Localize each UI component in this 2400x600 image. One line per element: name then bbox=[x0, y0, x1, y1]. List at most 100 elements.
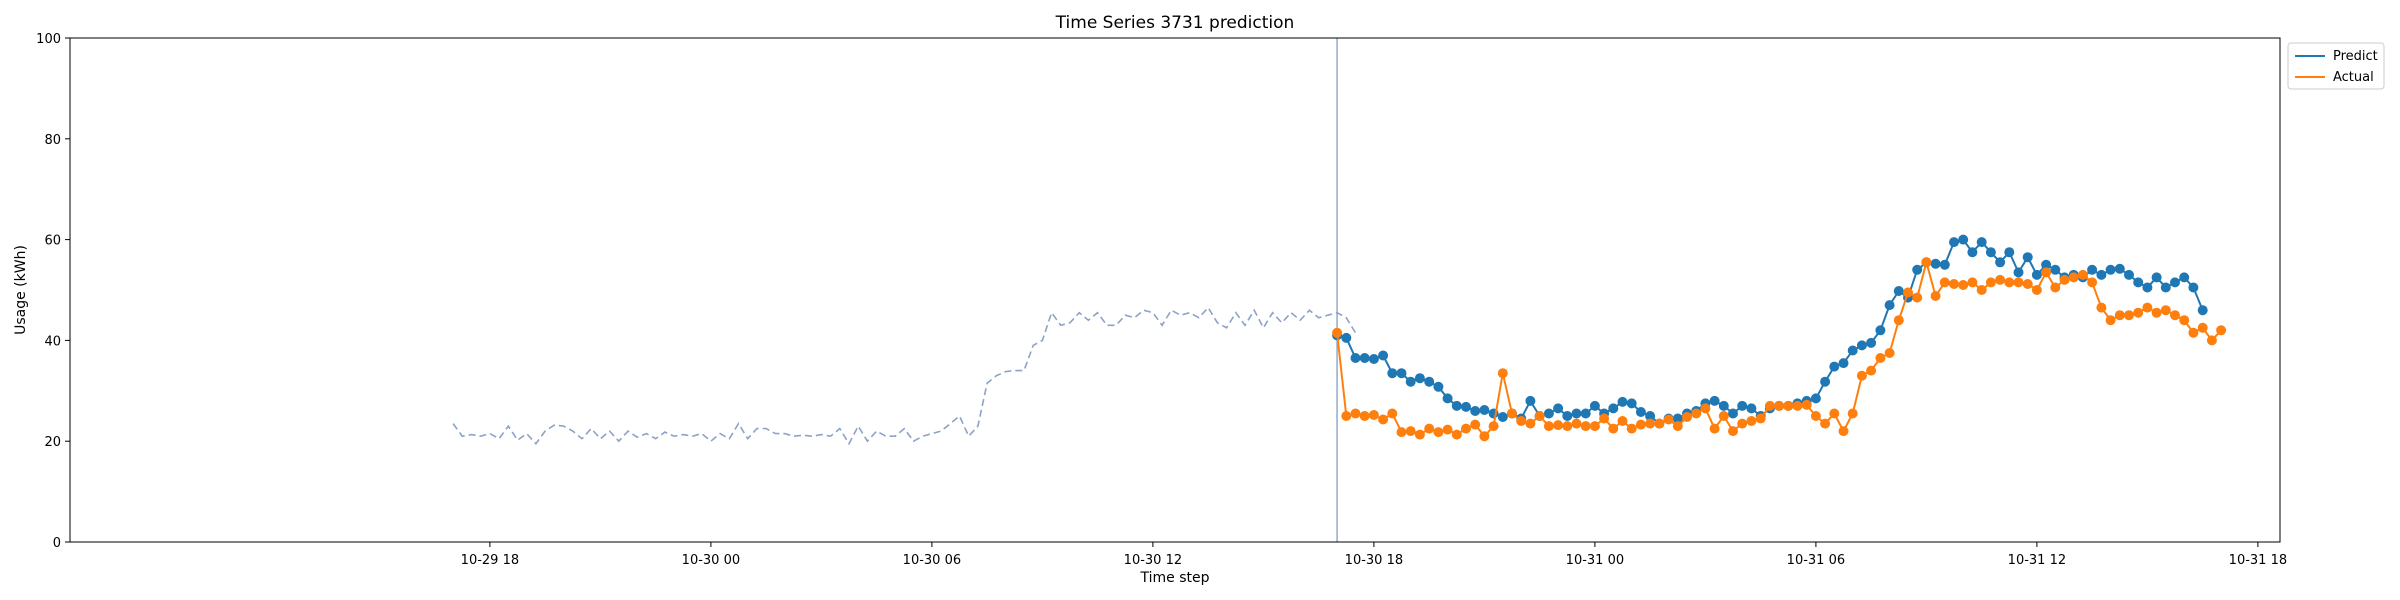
predict-point-10 bbox=[1424, 376, 1435, 387]
actual-point-65 bbox=[1930, 291, 1941, 301]
actual-point-85 bbox=[2114, 310, 2125, 321]
actual-point-89 bbox=[2151, 307, 2162, 318]
actual-point-92 bbox=[2179, 315, 2190, 326]
y-axis: 0 20 40 60 80 100 bbox=[36, 32, 70, 551]
plot-border bbox=[69, 37, 2281, 543]
actual-point-55 bbox=[1838, 426, 1849, 437]
predict-point-11 bbox=[1433, 381, 1444, 392]
predict-point-58 bbox=[1866, 337, 1877, 348]
actual-point-13 bbox=[1451, 429, 1462, 440]
actual-point-42 bbox=[1718, 411, 1729, 421]
predict-point-83 bbox=[2096, 269, 2107, 280]
predict-point-76 bbox=[2031, 269, 2042, 280]
y-tick-label-2: 40 bbox=[44, 334, 61, 349]
predict-point-70 bbox=[1976, 237, 1987, 248]
actual-point-24 bbox=[1553, 420, 1564, 431]
y-tick-label-4: 80 bbox=[44, 133, 61, 148]
actual-point-44 bbox=[1737, 418, 1748, 429]
predict-point-94 bbox=[2197, 305, 2208, 316]
actual-point-38 bbox=[1682, 412, 1692, 422]
predict-point-75 bbox=[2022, 252, 2033, 263]
predict-point-31 bbox=[1617, 396, 1628, 407]
actual-point-6 bbox=[1387, 408, 1398, 419]
history-layer bbox=[452, 306, 1357, 446]
actual-point-83 bbox=[2096, 302, 2107, 313]
predict-point-74 bbox=[2013, 267, 2024, 278]
actual-point-59 bbox=[1875, 353, 1886, 363]
actual-point-14 bbox=[1461, 423, 1471, 434]
actual-point-46 bbox=[1755, 413, 1766, 424]
predict-point-7 bbox=[1396, 368, 1407, 379]
actual-point-17 bbox=[1488, 421, 1499, 432]
chart-title: Time Series 3731 prediction bbox=[1055, 13, 1295, 33]
predict-point-69 bbox=[1967, 247, 1978, 258]
actual-point-27 bbox=[1580, 421, 1591, 432]
predict-point-89 bbox=[2151, 272, 2162, 283]
actual-point-94 bbox=[2197, 322, 2208, 333]
actual-point-54 bbox=[1829, 408, 1840, 419]
actual-point-26 bbox=[1571, 418, 1582, 429]
predict-point-26 bbox=[1571, 408, 1582, 419]
actual-point-60 bbox=[1884, 348, 1895, 358]
actual-point-43 bbox=[1728, 426, 1738, 437]
predict-point-86 bbox=[2124, 269, 2134, 280]
actual-point-78 bbox=[2050, 282, 2061, 293]
predict-point-15 bbox=[1470, 406, 1481, 416]
predict-point-43 bbox=[1728, 408, 1738, 419]
actual-point-75 bbox=[2022, 279, 2033, 289]
predict-point-52 bbox=[1810, 393, 1821, 404]
predict-point-65 bbox=[1930, 258, 1941, 269]
actual-point-25 bbox=[1562, 421, 1573, 432]
predict-point-4 bbox=[1368, 354, 1379, 364]
actual-point-73 bbox=[2004, 277, 2015, 288]
actual-point-12 bbox=[1442, 424, 1453, 435]
actual-point-96 bbox=[2216, 325, 2227, 336]
actual-point-57 bbox=[1856, 370, 1867, 381]
predict-point-55 bbox=[1838, 358, 1849, 369]
actual-point-67 bbox=[1949, 279, 1959, 289]
actual-point-56 bbox=[1847, 408, 1858, 419]
y-tick-label-1: 20 bbox=[44, 435, 61, 450]
predict-point-53 bbox=[1820, 376, 1831, 387]
actual-point-47 bbox=[1764, 400, 1775, 411]
predict-point-78 bbox=[2050, 264, 2061, 275]
predict-point-41 bbox=[1709, 395, 1720, 406]
actual-point-64 bbox=[1921, 257, 1932, 268]
actual-point-86 bbox=[2124, 310, 2134, 321]
actual-point-32 bbox=[1626, 423, 1637, 434]
predict-point-61 bbox=[1893, 286, 1904, 296]
x-tick-label-4: 10-30 18 bbox=[1345, 553, 1403, 568]
predict-point-68 bbox=[1958, 234, 1969, 245]
legend-predict-label: Predict bbox=[2333, 49, 2378, 64]
actual-point-5 bbox=[1378, 414, 1389, 425]
predict-point-34 bbox=[1645, 411, 1656, 421]
actual-point-68 bbox=[1958, 280, 1969, 290]
predict-point-66 bbox=[1939, 259, 1950, 270]
predict-point-59 bbox=[1875, 325, 1886, 336]
actual-series bbox=[1332, 257, 2227, 442]
actual-point-66 bbox=[1939, 277, 1950, 288]
actual-point-95 bbox=[2206, 335, 2217, 346]
series-layer bbox=[1332, 234, 2227, 442]
predict-point-5 bbox=[1378, 350, 1389, 361]
predict-point-85 bbox=[2114, 263, 2125, 274]
x-tick-label-1: 10-30 00 bbox=[682, 553, 740, 568]
actual-point-72 bbox=[1995, 274, 2006, 285]
actual-point-88 bbox=[2142, 302, 2153, 313]
actual-point-11 bbox=[1433, 427, 1444, 438]
y-tick-label-0: 0 bbox=[53, 536, 61, 551]
actual-point-82 bbox=[2087, 277, 2098, 288]
x-tick-label-3: 10-30 12 bbox=[1124, 553, 1182, 568]
predict-point-56 bbox=[1847, 345, 1858, 356]
actual-point-31 bbox=[1617, 416, 1628, 426]
actual-point-36 bbox=[1663, 414, 1674, 425]
predict-point-57 bbox=[1856, 340, 1867, 351]
legend: Predict Actual bbox=[2287, 42, 2385, 90]
actual-point-16 bbox=[1479, 431, 1490, 442]
predict-point-92 bbox=[2179, 272, 2190, 283]
predict-point-2 bbox=[1350, 353, 1361, 363]
actual-point-52 bbox=[1810, 411, 1821, 421]
x-axis: 10-29 18 10-30 00 10-30 06 10-30 12 10-30 18… bbox=[461, 542, 2287, 568]
predict-point-77 bbox=[2041, 259, 2052, 270]
